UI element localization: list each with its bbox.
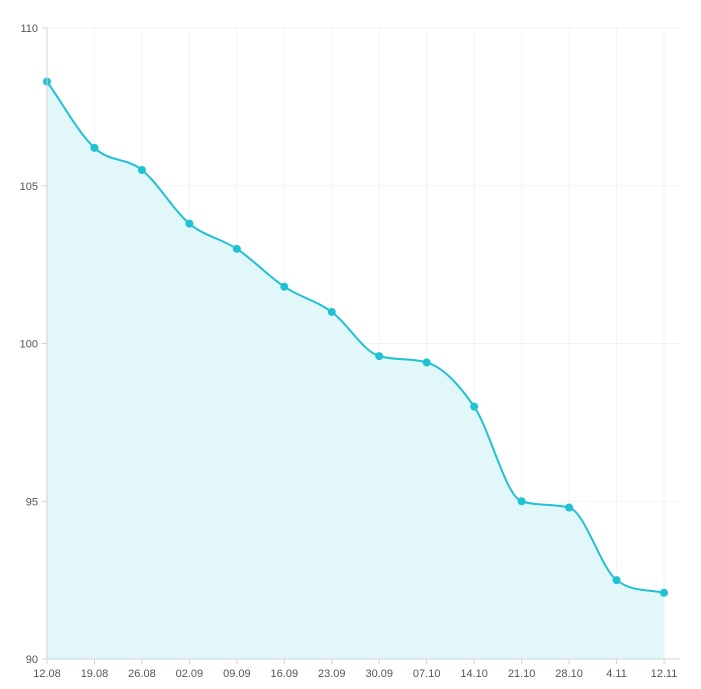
area-layer [47,81,664,659]
data-point-23.09[interactable] [327,307,336,316]
x-tick-label: 16.09 [271,668,299,680]
x-tick-label: 14.10 [460,668,488,680]
data-point-07.10[interactable] [422,358,431,367]
x-tick-label: 30.09 [365,668,393,680]
y-axis: 90 95 100 105 110 [20,23,48,666]
x-tick-label: 12.08 [33,668,61,680]
x-tick-label: 23.09 [318,668,346,680]
x-tick-label: 02.09 [176,668,204,680]
data-point-12.11[interactable] [660,588,668,597]
data-point-30.09[interactable] [375,352,384,361]
data-point-21.10[interactable] [517,497,526,506]
data-point-26.08[interactable] [137,165,146,174]
y-tick-label: 105 [20,181,38,193]
x-tick-label: 21.10 [508,668,536,680]
y-tick-label: 110 [20,23,38,35]
data-point-4.11[interactable] [612,576,621,585]
x-tick-label: 09.09 [223,668,251,680]
x-tick-label: 12.11 [651,668,678,680]
x-tick-label: 07.10 [413,668,441,680]
x-tick-label: 28.10 [555,668,583,680]
x-tick-label: 19.08 [81,668,109,680]
x-axis: 12.08 19.08 26.08 02.09 09.09 16.09 23.09 30.09… [33,658,680,680]
x-tick-label: 4.11 [606,668,627,680]
data-point-19.08[interactable] [90,143,99,152]
y-tick-label: 90 [26,654,38,666]
x-tick-label: 26.08 [128,668,156,680]
data-point-09.09[interactable] [232,244,241,253]
data-point-16.09[interactable] [280,282,289,291]
points-layer [43,77,668,597]
y-tick-label: 100 [20,339,38,351]
data-point-14.10[interactable] [470,402,479,411]
y-tick-label: 95 [26,496,38,508]
data-point-28.10[interactable] [565,503,574,512]
series-area-fill [47,81,664,659]
data-point-02.09[interactable] [185,219,194,228]
